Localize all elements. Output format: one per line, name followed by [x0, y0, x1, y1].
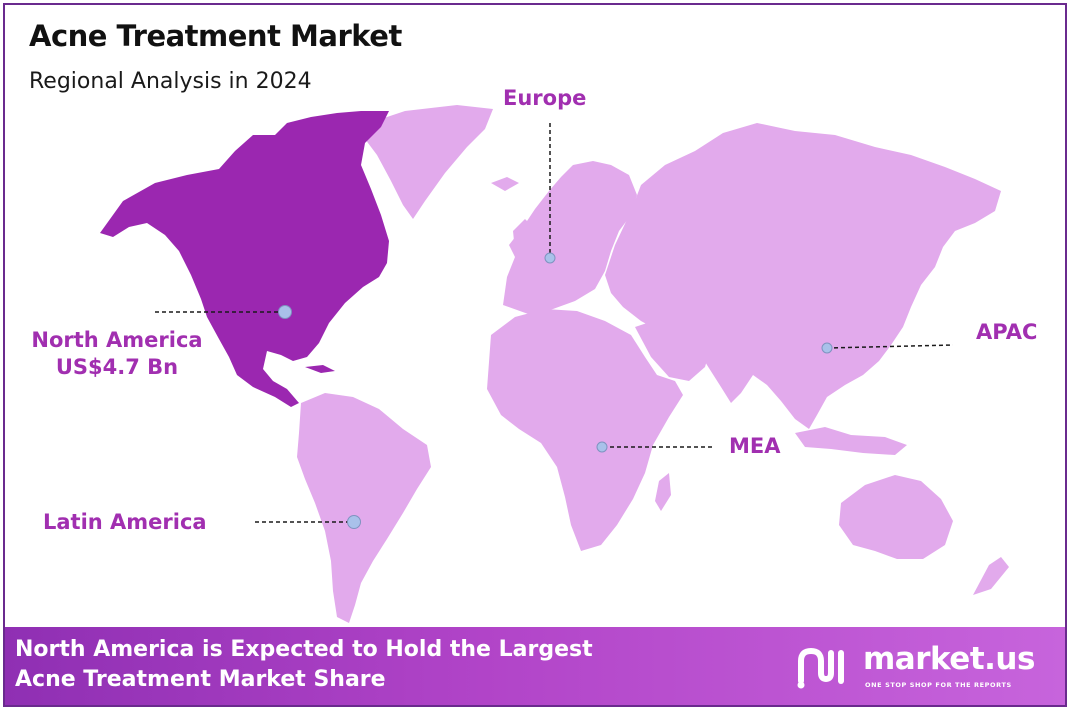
apac-marker	[821, 342, 833, 354]
apac-leader	[826, 344, 954, 349]
latin-america-label: Latin America	[43, 510, 207, 534]
south-america-shape	[297, 393, 431, 623]
australia-shape	[839, 475, 953, 559]
africa-shape	[487, 309, 683, 551]
logo-tagline: ONE STOP SHOP FOR THE REPORTS	[865, 681, 1012, 689]
caribbean-shape	[305, 365, 335, 373]
mea-label: MEA	[729, 434, 781, 458]
logo-mark-icon	[797, 647, 844, 689]
japan-shape	[885, 265, 915, 323]
page-title: Acne Treatment Market	[29, 19, 402, 53]
north-america-label: North America US$4.7 Bn	[19, 327, 215, 382]
indonesia-shape	[795, 427, 907, 455]
apac-label: APAC	[976, 320, 1038, 344]
madagascar-shape	[655, 473, 671, 511]
logo-brand: market.us	[863, 641, 1035, 677]
mea-marker	[596, 441, 608, 453]
europe-shape	[503, 161, 637, 315]
north-america-marker	[278, 305, 292, 319]
greenland-shape	[363, 105, 493, 219]
market-us-logo: market.us ONE STOP SHOP FOR THE REPORTS	[795, 641, 1035, 697]
iceland-shape	[491, 177, 519, 191]
footer-banner: North America is Expected to Hold the La…	[5, 627, 1065, 705]
footer-headline: North America is Expected to Hold the La…	[15, 637, 593, 692]
north-america-name: North America	[31, 328, 203, 352]
new-zealand-shape	[973, 557, 1009, 595]
north-america-shape	[100, 111, 389, 407]
infographic-frame: Acne Treatment Market Regional Analysis …	[3, 3, 1067, 707]
latin-america-marker	[347, 515, 361, 529]
middle-east-shape	[635, 317, 711, 381]
europe-marker	[544, 252, 556, 264]
europe-label: Europe	[503, 86, 587, 110]
world-map	[100, 105, 1009, 623]
page-subtitle: Regional Analysis in 2024	[29, 69, 312, 94]
uk-shape	[513, 219, 533, 251]
north-america-value: US$4.7 Bn	[55, 355, 179, 380]
